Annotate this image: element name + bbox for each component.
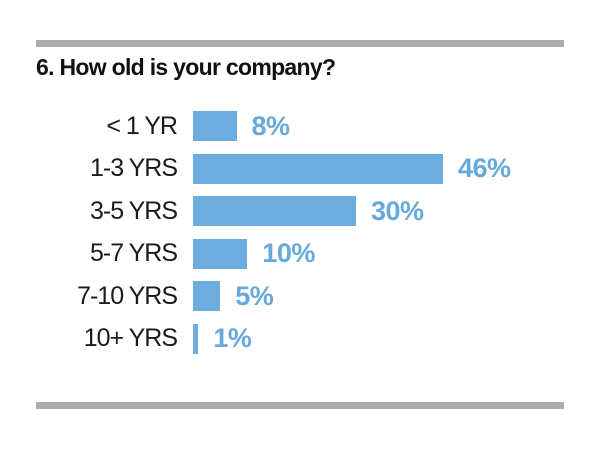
chart-row: < 1 YR 8% (0, 105, 600, 148)
value-label: 10% (262, 238, 315, 269)
chart-title: 6. How old is your company? (36, 54, 336, 80)
category-label: 10+ YRS (83, 324, 178, 353)
chart-row: 1-3 YRS 46% (0, 148, 600, 191)
bar (193, 281, 221, 312)
category-label: 1-3 YRS (89, 154, 178, 183)
value-label: 8% (251, 110, 291, 141)
value-label: 46% (458, 153, 511, 184)
category-label: 3-5 YRS (89, 196, 178, 225)
bar-chart: < 1 YR 8% 1-3 YRS 46% 3-5 YRS 30% 5-7 YRS 10% 7-… (0, 105, 600, 360)
chart-row: 7-10 YRS 5% (0, 275, 600, 318)
category-label: 5-7 YRS (89, 239, 178, 268)
value-label: 30% (371, 195, 424, 226)
chart-row: 5-7 YRS 10% (0, 233, 600, 276)
bar (193, 196, 356, 227)
category-label: 7-10 YRS (77, 281, 178, 310)
bar (193, 153, 443, 184)
value-label: 1% (213, 323, 252, 354)
chart-row: 10+ YRS 1% (0, 318, 600, 361)
top-divider (36, 40, 564, 47)
category-label: < 1 YR (106, 111, 178, 140)
bottom-divider (36, 402, 564, 409)
bar (193, 111, 237, 142)
chart-row: 3-5 YRS 30% (0, 190, 600, 233)
value-label: 5% (235, 280, 274, 311)
bar (193, 323, 199, 354)
bar (193, 238, 248, 269)
